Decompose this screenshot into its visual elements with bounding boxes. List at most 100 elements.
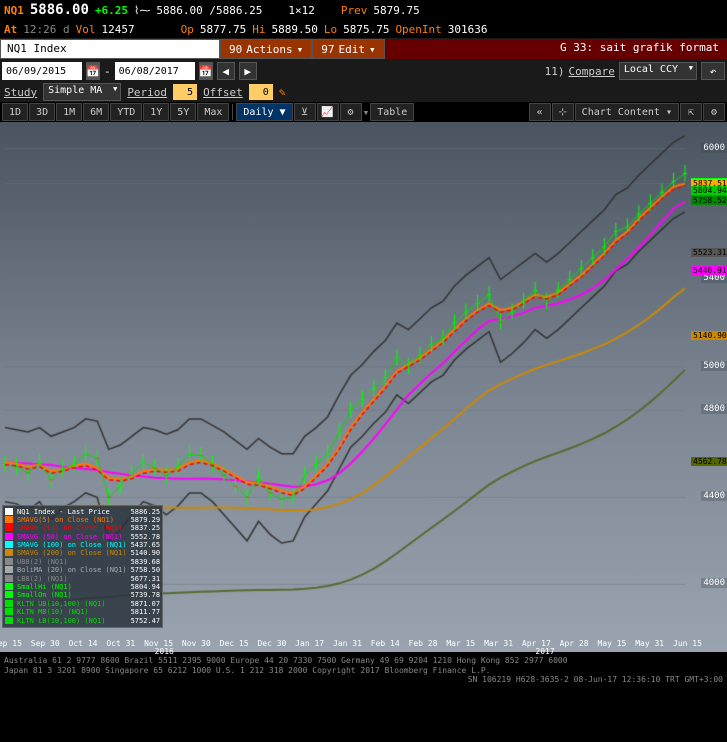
op-value: 5877.75 <box>200 23 246 36</box>
export-icon[interactable]: ⇱ <box>680 103 702 121</box>
time: 12:26 d <box>23 23 69 36</box>
price-change: +6.25 <box>95 4 128 17</box>
x-tick: Mar 15 <box>446 639 475 648</box>
cursor-icon[interactable]: ⊹ <box>552 103 574 121</box>
period-input[interactable] <box>173 84 197 100</box>
chart-content-button[interactable]: Chart Content ▾ <box>575 103 679 121</box>
price-tag: 4562.78 <box>691 457 727 466</box>
vol-value: 12457 <box>101 23 134 36</box>
next-period-button[interactable]: ▶ <box>239 62 257 80</box>
y-tick: 5000 <box>701 361 727 371</box>
calendar-icon[interactable]: 📅 <box>199 62 213 80</box>
last-price: 5886.00 <box>30 2 89 18</box>
timeframe-5y[interactable]: 5Y <box>170 103 196 121</box>
compare-code: 11) <box>545 65 565 78</box>
legend-row: SMAVG (100) on Close (NQ1)5437.65 <box>5 541 160 549</box>
prev-value: 5879.75 <box>373 4 419 17</box>
y-tick: 4000 <box>701 578 727 588</box>
y-axis: 40004400480050005400584060005839.685844.… <box>689 122 727 652</box>
x-tick: May 15 <box>597 639 626 648</box>
oi-value: 301636 <box>448 23 488 36</box>
compare-link[interactable]: Compare <box>568 65 614 78</box>
timeframe-3d[interactable]: 3D <box>29 103 55 121</box>
y-tick: 4800 <box>701 404 727 414</box>
gear-icon[interactable]: ⚙ <box>703 103 725 121</box>
chevron-down-icon: ▾ <box>297 43 304 56</box>
actions-button[interactable]: 90 Actions ▾ <box>220 39 312 59</box>
legend-row: KLTN LB(10,100) (NQ1)5752.47 <box>5 617 160 625</box>
back-button[interactable]: ↶ <box>701 62 725 80</box>
edit-icon[interactable]: ✎ <box>279 86 286 99</box>
bid-ask: 5886.00 /5886.25 <box>156 4 262 17</box>
price-tag: 5440.91 <box>691 266 727 275</box>
hi-value: 5889.50 <box>271 23 317 36</box>
y-tick: 6000 <box>701 143 727 153</box>
index-input[interactable]: NQ1 Index <box>0 39 220 59</box>
hi-label: Hi <box>252 23 265 36</box>
date-bar: 📅 - 📅 ◀ ▶ 11) Compare Local CCY ↶ <box>0 60 727 82</box>
edit-button[interactable]: 97 Edit ▾ <box>312 39 384 59</box>
study-bar: Study Simple MA Period Offset ✎ <box>0 82 727 102</box>
chart-type-icon[interactable]: ⊻ <box>294 103 316 121</box>
timeframe-max[interactable]: Max <box>197 103 229 121</box>
x-tick: Dec 15 <box>220 639 249 648</box>
legend-row: SMAVG (200) on Close (NQ1)5140.90 <box>5 549 160 557</box>
x-tick: May 31 <box>635 639 664 648</box>
price-tag: 5804.94 <box>691 186 727 195</box>
footer-line3: SN 106219 H628-3635-2 08-Jun-17 12:36:10… <box>4 675 723 685</box>
x-tick: Mar 31 <box>484 639 513 648</box>
x-axis: Sep 15Sep 30Oct 14Oct 31Nov 15Nov 30Dec … <box>0 632 727 652</box>
timeframe-6m[interactable]: 6M <box>83 103 109 121</box>
price-tag: 5140.90 <box>691 331 727 340</box>
chevron-down-icon: ▾ <box>363 106 370 119</box>
legend-row: BoliMA (20) on Close (NQ1)5758.50 <box>5 566 160 574</box>
ticker-symbol: NQ1 <box>4 4 24 17</box>
x-tick: Nov 30 <box>182 639 211 648</box>
x-tick: Apr 28 <box>560 639 589 648</box>
offset-label: Offset <box>203 86 243 99</box>
ma-dropdown[interactable]: Simple MA <box>43 83 121 101</box>
legend-row: UB8(2) (NQ1)5839.68 <box>5 558 160 566</box>
prev-label: Prev <box>341 4 368 17</box>
timeframe-1d[interactable]: 1D <box>2 103 28 121</box>
collapse-icon[interactable]: « <box>529 103 551 121</box>
legend-row: KLTN UB(10,100) (NQ1)5871.07 <box>5 600 160 608</box>
line-chart-icon[interactable]: 📈 <box>317 103 339 121</box>
price-header-2: At 12:26 d Vol 12457 Op 5877.75 Hi 5889.… <box>0 20 727 38</box>
offset-input[interactable] <box>249 84 273 100</box>
prev-period-button[interactable]: ◀ <box>217 62 235 80</box>
oi-label: OpenInt <box>395 23 441 36</box>
chart-area[interactable]: 40004400480050005400584060005839.685844.… <box>0 122 727 652</box>
at-label: At <box>4 23 17 36</box>
legend-row: SMAVG(5) on Close (NQ1)5879.29 <box>5 516 160 524</box>
x-tick: Dec 30 <box>257 639 286 648</box>
period-label: Period <box>127 86 167 99</box>
legend-box: NQ1 Index - Last Price5886.25SMAVG(5) on… <box>2 505 163 628</box>
legend-row: NQ1 Index - Last Price5886.25 <box>5 508 160 516</box>
vol-label: Vol <box>76 23 96 36</box>
op-label: Op <box>181 23 194 36</box>
price-tag: 5758.52 <box>691 196 727 205</box>
ccy-dropdown[interactable]: Local CCY <box>619 62 697 80</box>
timeframe-bar: 1D3D1M6MYTD1Y5YMax Daily ▼ ⊻ 📈 ⚙ ▾ Table… <box>0 102 727 122</box>
calendar-icon[interactable]: 📅 <box>86 62 100 80</box>
settings-icon[interactable]: ⚙ <box>340 103 362 121</box>
x-tick: Jan 31 <box>333 639 362 648</box>
price-tag: 5523.31 <box>691 248 727 257</box>
study-link[interactable]: Study <box>4 86 37 99</box>
x-tick: Jun 15 <box>673 639 702 648</box>
x-tick: Sep 30 <box>31 639 60 648</box>
x-tick: Jan 17 <box>295 639 324 648</box>
date-from-input[interactable] <box>2 62 82 80</box>
interval-dropdown[interactable]: Daily ▼ <box>236 103 292 121</box>
table-button[interactable]: Table <box>370 103 414 121</box>
y-tick: 4400 <box>701 491 727 501</box>
timeframe-ytd[interactable]: YTD <box>110 103 142 121</box>
x-tick: Feb 14 <box>371 639 400 648</box>
x-tick: Oct 31 <box>106 639 135 648</box>
timeframe-1y[interactable]: 1Y <box>143 103 169 121</box>
legend-row: KLTN MB(10) (NQ1)5811.77 <box>5 608 160 616</box>
timeframe-1m[interactable]: 1M <box>56 103 82 121</box>
date-to-input[interactable] <box>115 62 195 80</box>
legend-row: LB8(2) (NQ1)5677.31 <box>5 575 160 583</box>
